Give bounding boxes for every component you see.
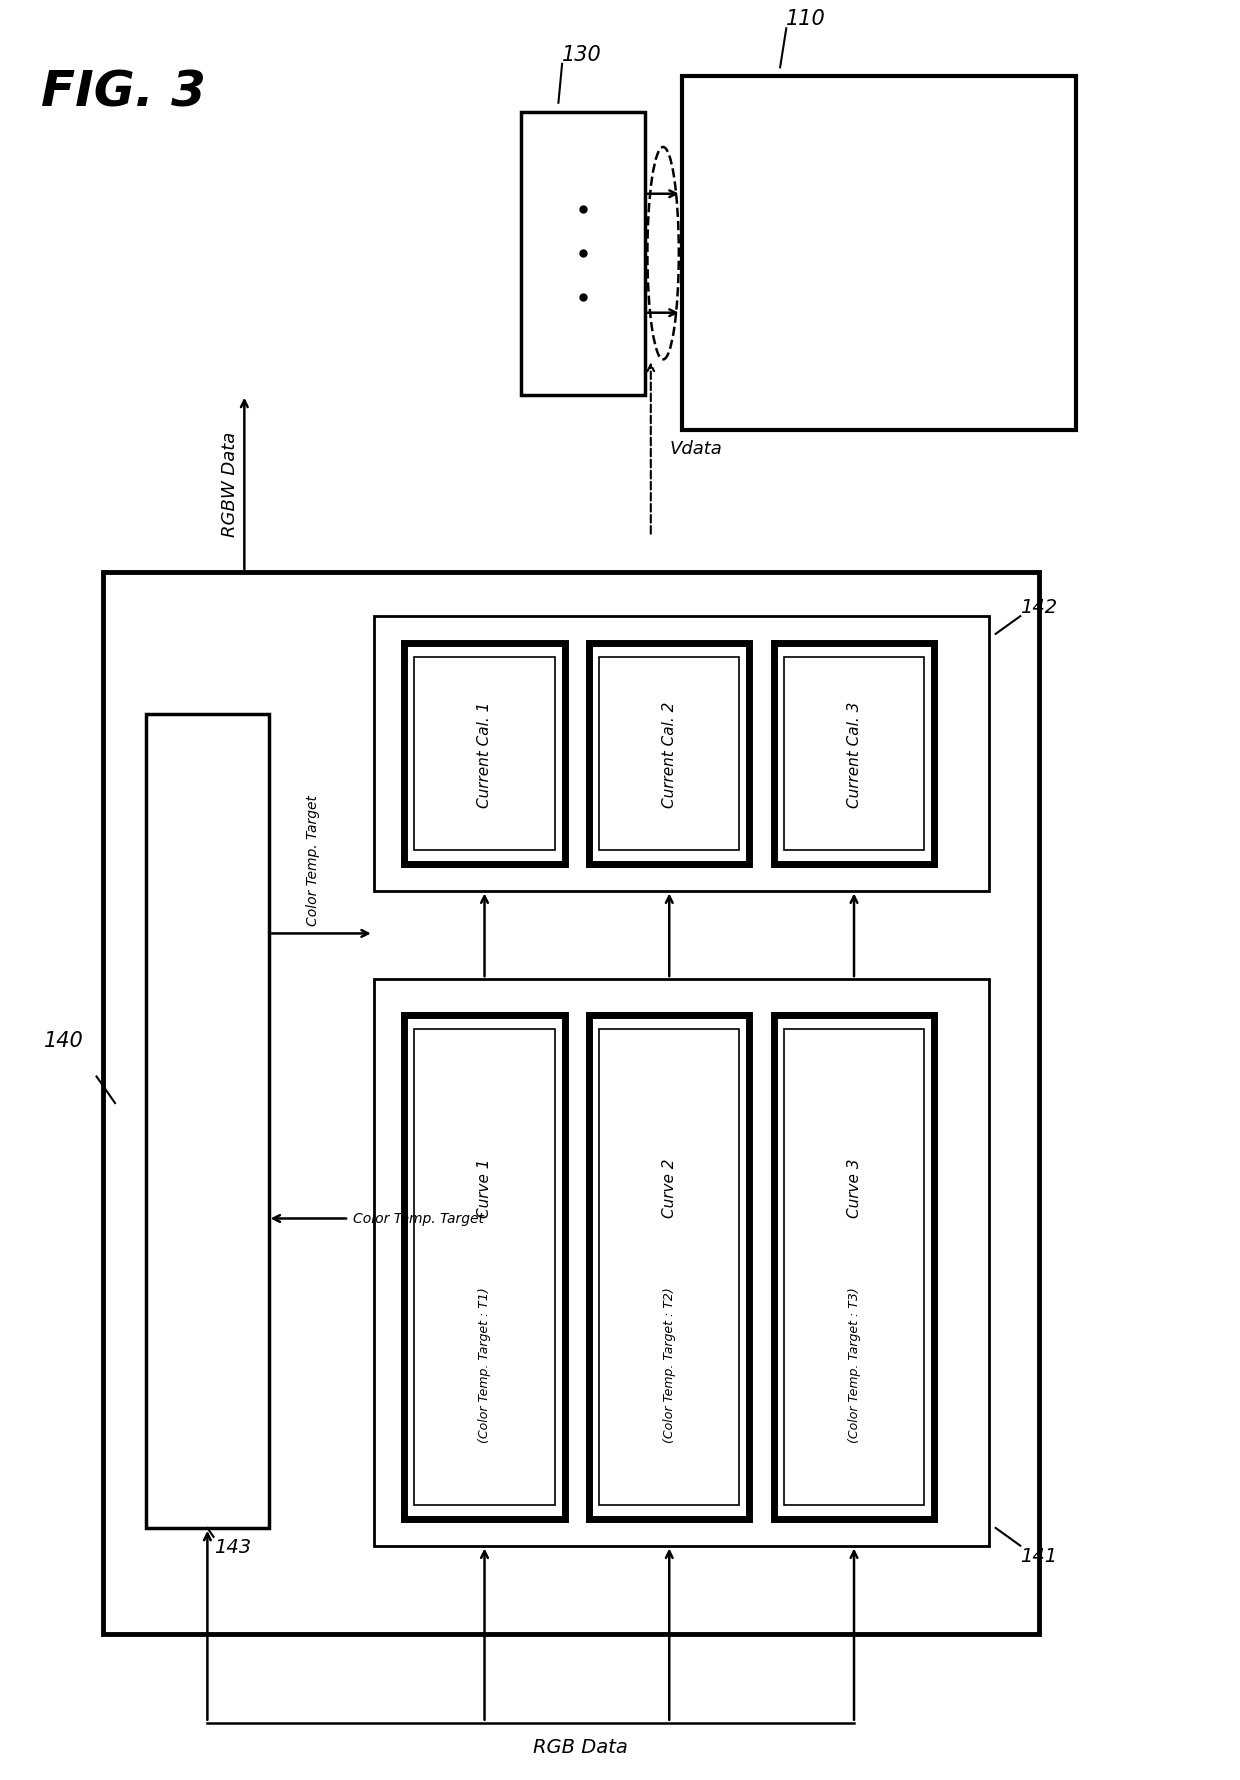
Text: Current Cal. 3: Current Cal. 3 [847, 701, 862, 806]
FancyBboxPatch shape [589, 1015, 749, 1520]
FancyBboxPatch shape [103, 573, 1039, 1634]
FancyBboxPatch shape [146, 714, 269, 1527]
Text: (Color Temp. Target : T3): (Color Temp. Target : T3) [847, 1287, 861, 1442]
FancyBboxPatch shape [373, 618, 990, 892]
Text: 110: 110 [786, 9, 826, 28]
Text: FIG. 3: FIG. 3 [41, 68, 206, 116]
Text: Color Temp. Target: Color Temp. Target [352, 1212, 484, 1226]
Text: Vdata: Vdata [670, 440, 722, 457]
FancyBboxPatch shape [414, 1029, 554, 1506]
FancyBboxPatch shape [599, 1029, 739, 1506]
Text: 143: 143 [213, 1536, 250, 1556]
FancyBboxPatch shape [373, 979, 990, 1545]
FancyBboxPatch shape [589, 643, 749, 865]
Text: RGB Data: RGB Data [532, 1737, 627, 1755]
Text: 130: 130 [562, 44, 601, 64]
Text: Current Cal. 1: Current Cal. 1 [477, 701, 492, 806]
FancyBboxPatch shape [404, 643, 564, 865]
FancyBboxPatch shape [599, 657, 739, 851]
Text: Curve 2: Curve 2 [662, 1157, 677, 1218]
FancyBboxPatch shape [784, 657, 924, 851]
Text: (Color Temp. Target : T1): (Color Temp. Target : T1) [477, 1287, 491, 1442]
FancyBboxPatch shape [522, 112, 645, 395]
FancyBboxPatch shape [774, 1015, 934, 1520]
FancyBboxPatch shape [414, 657, 554, 851]
Text: RGBW Data: RGBW Data [221, 431, 238, 538]
Text: Current Cal. 2: Current Cal. 2 [662, 701, 677, 806]
Text: Curve 1: Curve 1 [477, 1157, 492, 1218]
FancyBboxPatch shape [404, 1015, 564, 1520]
Text: 140: 140 [45, 1031, 84, 1050]
Text: Color Temp. Target: Color Temp. Target [305, 794, 320, 926]
FancyBboxPatch shape [784, 1029, 924, 1506]
Text: 142: 142 [1021, 598, 1058, 618]
Text: (Color Temp. Target : T2): (Color Temp. Target : T2) [662, 1287, 676, 1442]
FancyBboxPatch shape [682, 77, 1076, 431]
Text: 141: 141 [1021, 1545, 1058, 1565]
Text: Curve 3: Curve 3 [847, 1157, 862, 1218]
FancyBboxPatch shape [774, 643, 934, 865]
